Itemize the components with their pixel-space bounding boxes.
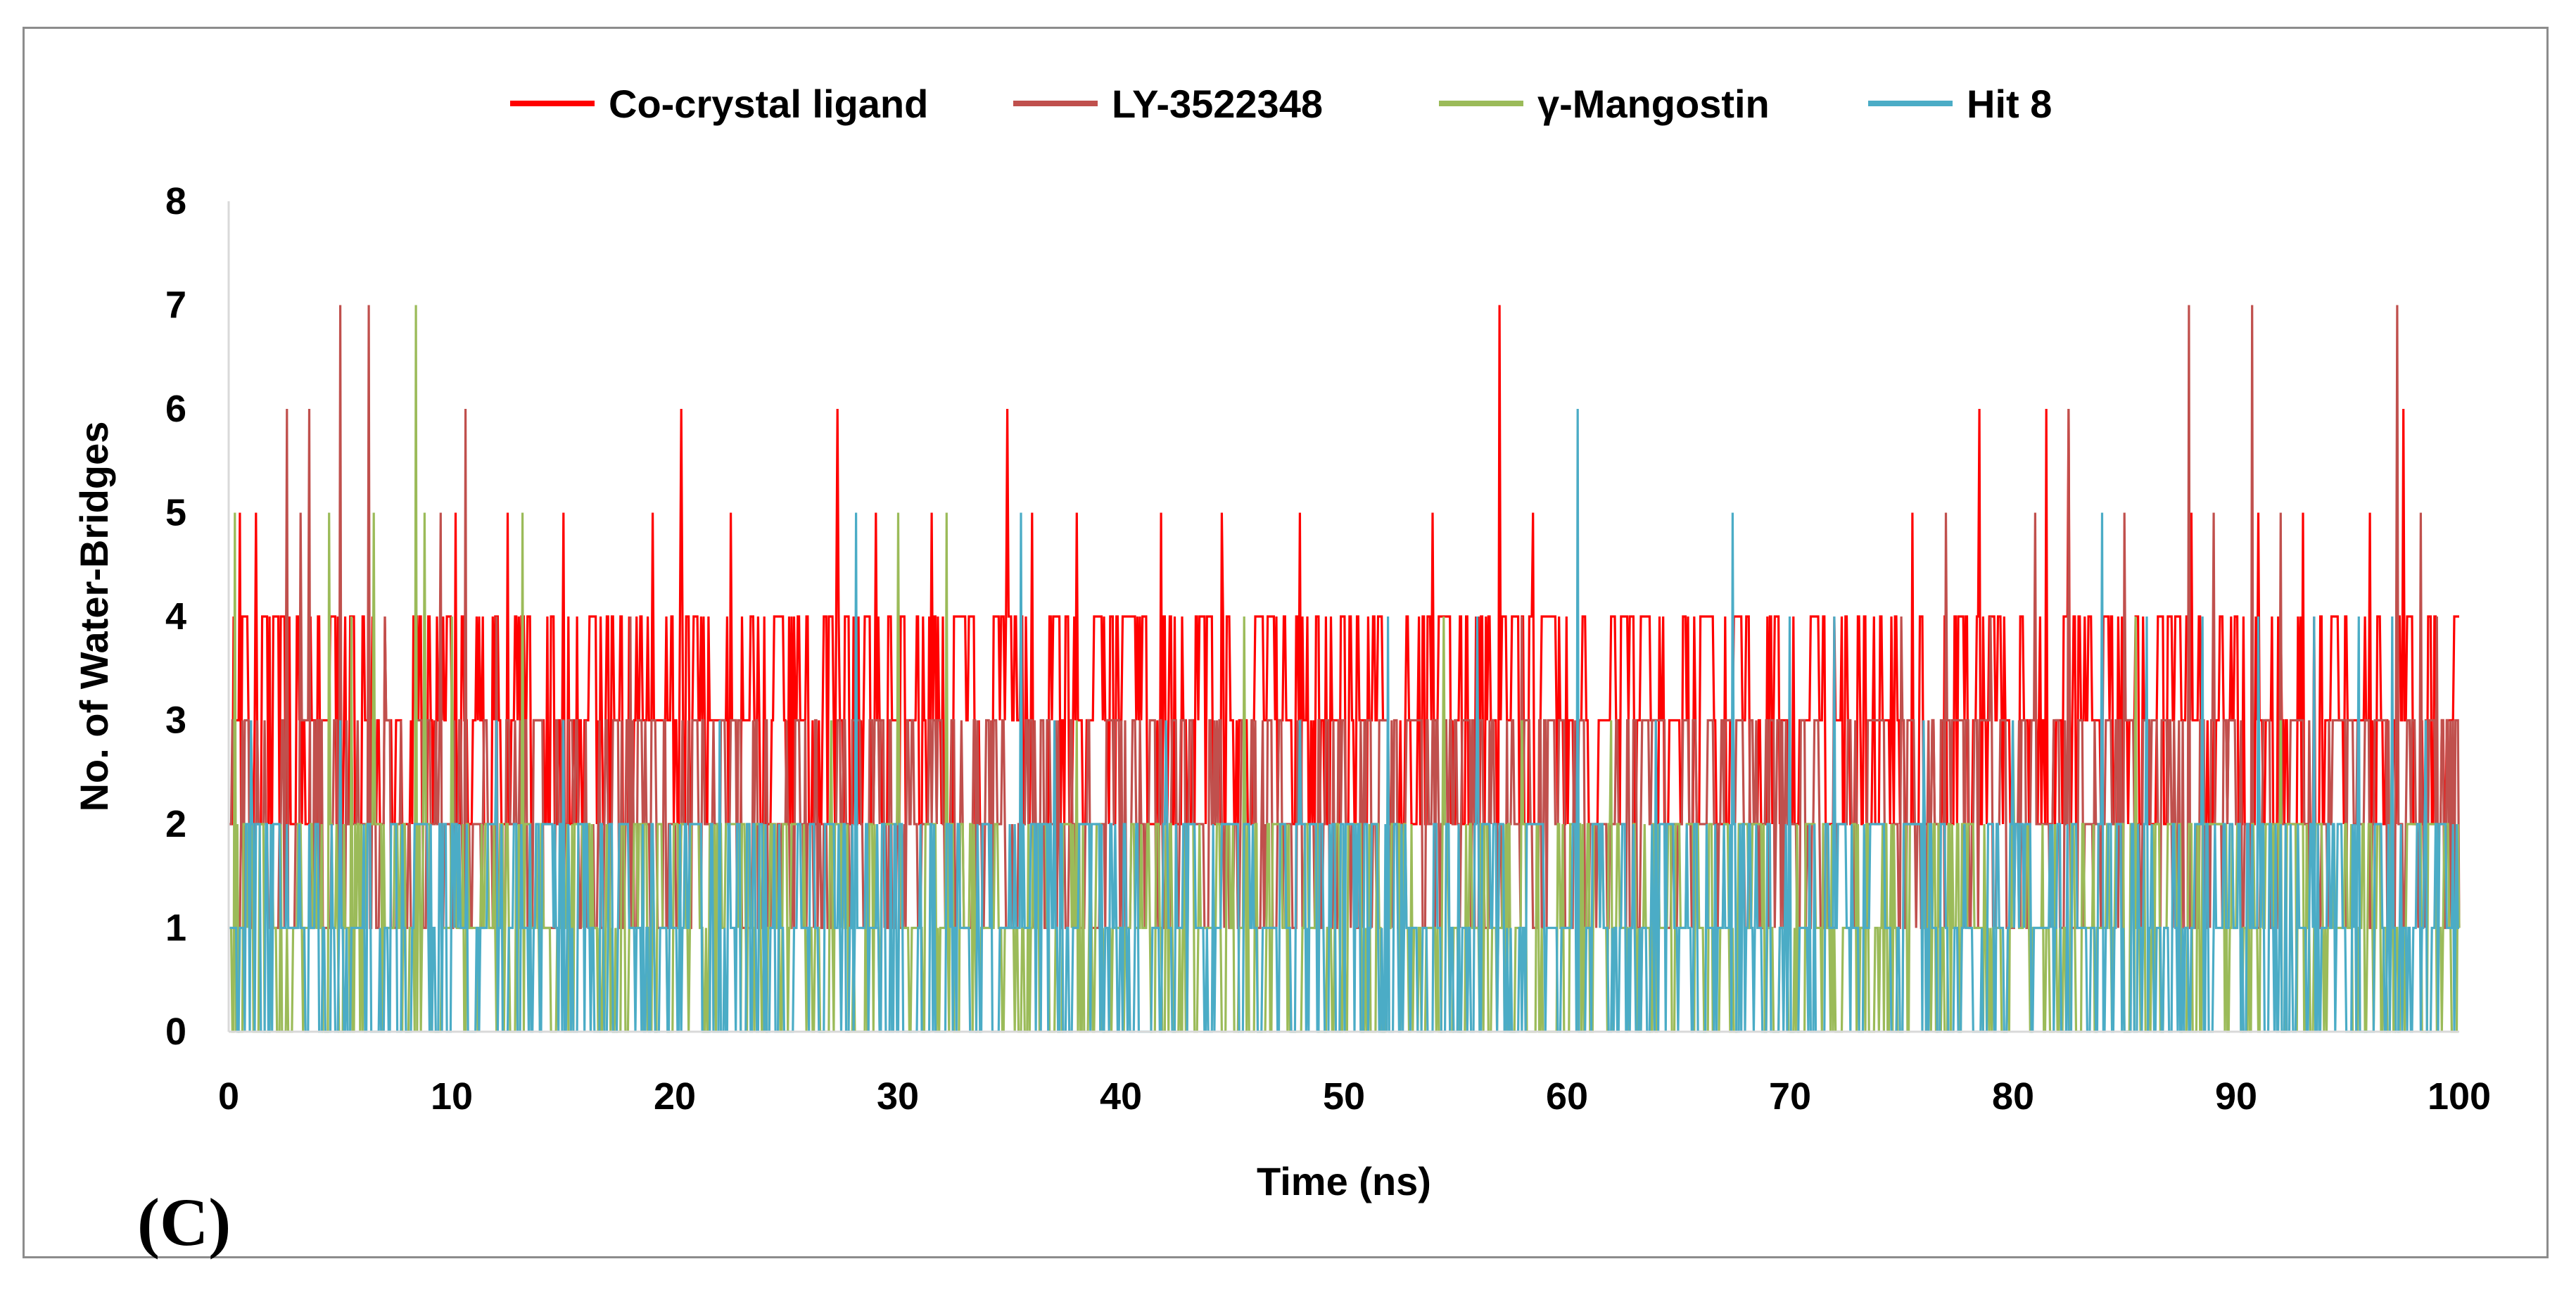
x-tick-label: 10 [431, 1075, 473, 1118]
axes [227, 201, 2459, 1033]
x-tick-label: 20 [654, 1075, 696, 1118]
legend-label: LY-3522348 [1112, 82, 1323, 126]
y-tick-labels: 0 1 2 3 4 5 6 7 8 [165, 180, 186, 1053]
x-tick-label: 80 [1992, 1075, 2034, 1118]
x-tick-label: 0 [218, 1075, 239, 1118]
x-tick-label: 40 [1100, 1075, 1142, 1118]
legend-label: γ-Mangostin [1537, 82, 1770, 126]
x-tick-label: 90 [2215, 1075, 2257, 1118]
series-line [229, 305, 2459, 826]
y-tick-label: 0 [165, 1011, 186, 1053]
x-axis-title: Time (ns) [1257, 1159, 1431, 1203]
water-bridges-chart: Co-crystal ligand LY-3522348 γ-Mangostin Hi… [72, 82, 2491, 1203]
legend-label: Co-crystal ligand [609, 82, 928, 126]
x-tick-label: 70 [1769, 1075, 1811, 1118]
y-tick-label: 5 [165, 492, 186, 534]
x-tick-labels: 0 10 20 30 40 50 60 70 80 90 100 [218, 1075, 2491, 1118]
chart-frame: Co-crystal ligand LY-3522348 γ-Mangostin Hi… [23, 27, 2549, 1260]
x-tick-label: 30 [877, 1075, 919, 1118]
x-tick-label: 60 [1546, 1075, 1588, 1118]
y-tick-label: 7 [165, 284, 186, 327]
y-tick-label: 4 [165, 595, 186, 638]
x-tick-label: 100 [2428, 1075, 2491, 1118]
legend: Co-crystal ligand LY-3522348 γ-Mangostin Hi… [510, 82, 2052, 126]
x-tick-label: 50 [1323, 1075, 1365, 1118]
y-tick-label: 2 [165, 803, 186, 845]
y-tick-label: 1 [165, 907, 186, 949]
y-tick-label: 3 [165, 700, 186, 742]
legend-label: Hit 8 [1967, 82, 2052, 126]
y-axis-title: No. of Water-Bridges [72, 422, 116, 812]
series-layer [229, 305, 2461, 1033]
y-tick-label: 6 [165, 388, 186, 430]
y-tick-label: 8 [165, 180, 186, 222]
panel-label: (C) [137, 1184, 231, 1260]
